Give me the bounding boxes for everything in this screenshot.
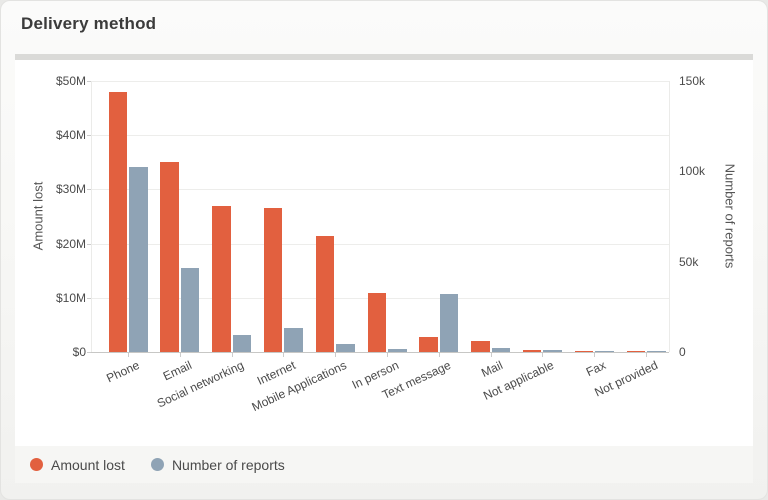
bar-number-of-reports[interactable] — [543, 349, 562, 352]
x-axis-line — [91, 352, 669, 353]
x-axis-category-label: Email — [160, 358, 194, 384]
x-axis-category-label: Fax — [584, 358, 609, 380]
legend-item[interactable]: Number of reports — [150, 456, 285, 473]
x-axis-tick-mark — [438, 353, 440, 357]
chart-card: Amount lost Number of reports $0 $10M $20M… — [15, 60, 753, 446]
bar-number-of-reports[interactable] — [647, 351, 666, 352]
bar-amount-lost[interactable] — [522, 349, 542, 352]
bar-amount-lost[interactable] — [626, 351, 645, 352]
bar-amount-lost[interactable] — [419, 336, 438, 352]
left-axis-tick-label: $10M — [55, 290, 86, 305]
bar-amount-lost[interactable] — [212, 205, 231, 352]
left-axis-tick-mark — [87, 243, 91, 245]
bar-number-of-reports[interactable] — [336, 344, 355, 352]
x-axis-tick-mark — [594, 353, 596, 357]
gridline — [91, 189, 669, 191]
left-axis-tick-mark — [87, 189, 91, 191]
bar-amount-lost[interactable] — [160, 162, 179, 352]
legend-color-dot — [150, 458, 164, 471]
bar-amount-lost[interactable] — [471, 341, 490, 352]
left-axis-tick-label: $30M — [55, 182, 86, 197]
chart-panel: Amount lost Number of reports $0 $10M $20M… — [15, 54, 753, 483]
x-axis-tick-mark — [231, 353, 233, 357]
x-axis-tick-mark — [542, 353, 544, 357]
legend-label: Amount lost — [51, 456, 125, 473]
bar-number-of-reports[interactable] — [388, 349, 407, 352]
x-axis-tick-mark — [283, 353, 285, 357]
bar-amount-lost[interactable] — [574, 351, 594, 352]
right-axis-tick-label: 100k — [679, 164, 706, 179]
left-axis-tick-label: $50M — [55, 74, 86, 88]
panel-top-strip — [15, 54, 753, 60]
x-axis-category-label: Mobile Applications — [250, 358, 350, 415]
page-title: Delivery method — [21, 14, 157, 33]
left-axis-tick-mark — [87, 297, 91, 299]
bar-amount-lost[interactable] — [315, 236, 335, 352]
bar-number-of-reports[interactable] — [595, 351, 614, 352]
x-axis-tick-mark — [646, 353, 647, 357]
left-axis-tick-label: $40M — [55, 128, 86, 143]
right-axis-tick-label: 0 — [679, 345, 686, 359]
left-axis-tick-label: $20M — [55, 236, 86, 251]
bar-amount-lost[interactable] — [367, 292, 386, 352]
gridline — [91, 243, 669, 245]
grouped-bar-chart: Amount lost Number of reports $0 $10M $20M… — [15, 60, 753, 446]
right-axis-tick-label: 150k — [679, 74, 706, 88]
left-axis-tick-label: $0 — [72, 345, 86, 359]
bar-number-of-reports[interactable] — [439, 294, 459, 352]
left-axis-tick-mark — [87, 81, 91, 82]
x-axis-tick-mark — [335, 353, 337, 357]
bar-number-of-reports[interactable] — [180, 267, 200, 352]
left-axis-tick-mark — [87, 352, 91, 353]
bar-number-of-reports[interactable] — [129, 166, 148, 352]
right-axis-tick-label: 50k — [679, 254, 699, 269]
gridline — [91, 81, 669, 82]
bar-number-of-reports[interactable] — [232, 335, 252, 352]
legend-color-dot — [30, 458, 43, 471]
x-axis-tick-mark — [128, 353, 129, 357]
x-axis-tick-mark — [179, 353, 181, 357]
plot-right-edge — [669, 81, 670, 352]
legend-item[interactable]: Amount lost — [30, 457, 125, 473]
plot-left-edge — [91, 81, 92, 352]
x-axis-tick-mark — [387, 353, 388, 357]
bar-number-of-reports[interactable] — [491, 347, 511, 352]
chart-legend: Amount lost Number of reports — [15, 446, 753, 483]
x-axis-category-label: Mail — [478, 358, 505, 380]
x-axis-tick-mark — [490, 353, 492, 357]
right-axis-title: Number of reports — [722, 163, 738, 269]
bar-amount-lost[interactable] — [263, 208, 283, 352]
bar-amount-lost[interactable] — [108, 91, 127, 352]
left-axis-tick-mark — [87, 135, 91, 137]
gridline — [91, 135, 669, 137]
x-axis-category-label: Phone — [104, 358, 142, 386]
legend-label: Number of reports — [171, 456, 285, 473]
bar-number-of-reports[interactable] — [284, 327, 303, 352]
